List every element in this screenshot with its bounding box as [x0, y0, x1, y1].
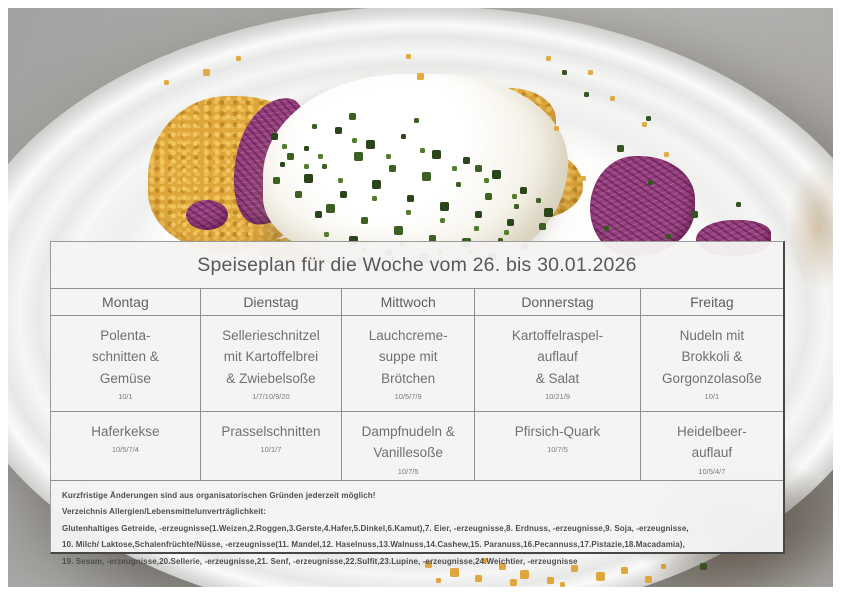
note-line: 19. Sesam, -erzeugnisse,20.Sellerie, -er… [62, 556, 578, 566]
main-course-row: Polenta- schnitten & Gemüse 10/1 Selleri… [51, 314, 783, 412]
red-cabbage-blob [590, 156, 695, 256]
day-header-mittwoch: Mittwoch [341, 289, 476, 316]
main-course-mittwoch: Lauchcreme- suppe mit Brötchen 10/5/7/9 [341, 314, 476, 412]
allergen-codes: 1/7/10/9/20 [252, 392, 290, 402]
allergen-codes: 10/7/5 [547, 445, 568, 455]
main-course-freitag: Nudeln mit Brokkoli & Gorgonzolasoße 10/… [639, 314, 783, 412]
dish-name: Lauchcreme- suppe mit Brötchen [368, 327, 448, 386]
day-header-donnerstag: Donnerstag [474, 289, 641, 316]
main-course-dienstag: Sellerieschnitzel mit Kartoffelbrei & Zw… [199, 314, 343, 412]
allergen-codes: 10/21/9 [544, 392, 571, 402]
dish-name: Nudeln mit Brokkoli & Gorgonzolasoße [661, 327, 762, 386]
dish-name: Sellerieschnitzel mit Kartoffelbrei & Zw… [222, 327, 320, 386]
dish-name: Haferkekse [91, 423, 160, 439]
note-line: 10. Milch/ Laktose,Schalenfrüchte/Nüsse,… [62, 540, 685, 550]
day-header-dienstag: Dienstag [199, 289, 343, 316]
allergen-codes: 10/1 [118, 392, 133, 402]
allergen-codes: 10/5/7/9 [394, 392, 422, 402]
dish-name: Heidelbeer- auflauf [676, 423, 747, 461]
note-line: Kurzfristige Änderungen sind aus organis… [62, 490, 376, 500]
main-course-montag: Polenta- schnitten & Gemüse 10/1 [51, 314, 201, 412]
couscous-crumbs [8, 8, 9, 9]
dish-name: Pfirsich-Quark [514, 423, 601, 439]
dish-name: Prasselschnitten [221, 423, 321, 439]
weekly-menu-table: Montag Dienstag Mittwoch Donnerstag Frei… [51, 289, 783, 481]
dish-name: Kartoffelraspel- auflauf & Salat [511, 327, 604, 386]
day-header-montag: Montag [51, 289, 201, 316]
menu-panel: Speiseplan für die Woche vom 26. bis 30.… [50, 241, 785, 566]
allergen-codes: 10/5/4/7 [698, 466, 726, 476]
allergen-codes: 10/7/5 [397, 466, 419, 476]
allergen-codes: 10/1/7 [260, 445, 282, 455]
dessert-montag: Haferkekse 10/5/7/4 [51, 410, 201, 481]
dessert-freitag: Heidelbeer- auflauf 10/5/4/7 [639, 410, 783, 481]
dessert-dienstag: Prasselschnitten 10/1/7 [199, 410, 343, 481]
allergen-notes: Kurzfristige Änderungen sind aus organis… [51, 481, 783, 566]
dish-name: Polenta- schnitten & Gemüse [92, 327, 159, 386]
allergen-codes: 10/5/7/4 [111, 445, 139, 455]
day-header-row: Montag Dienstag Mittwoch Donnerstag Frei… [51, 289, 783, 316]
cream-dollop [263, 74, 568, 272]
main-course-donnerstag: Kartoffelraspel- auflauf & Salat 10/21/9 [474, 314, 641, 412]
note-line: Glutenhaltiges Getreide, -erzeugnisse(1.… [62, 523, 689, 533]
dessert-row: Haferkekse 10/5/7/4 Prasselschnitten 10/… [51, 410, 783, 481]
note-line: Verzeichnis Allergien/Lebensmittelunvert… [62, 507, 267, 517]
day-header-freitag: Freitag [639, 289, 783, 316]
page-title: Speiseplan für die Woche vom 26. bis 30.… [51, 242, 783, 289]
dish-name: Dampfnudeln & Vanillesoße [361, 423, 455, 461]
allergen-codes: 10/1 [704, 392, 720, 402]
dessert-donnerstag: Pfirsich-Quark 10/7/5 [474, 410, 641, 481]
red-cabbage-blob [186, 200, 228, 230]
dessert-mittwoch: Dampfnudeln & Vanillesoße 10/7/5 [341, 410, 476, 481]
table-edge-highlight [778, 143, 833, 313]
